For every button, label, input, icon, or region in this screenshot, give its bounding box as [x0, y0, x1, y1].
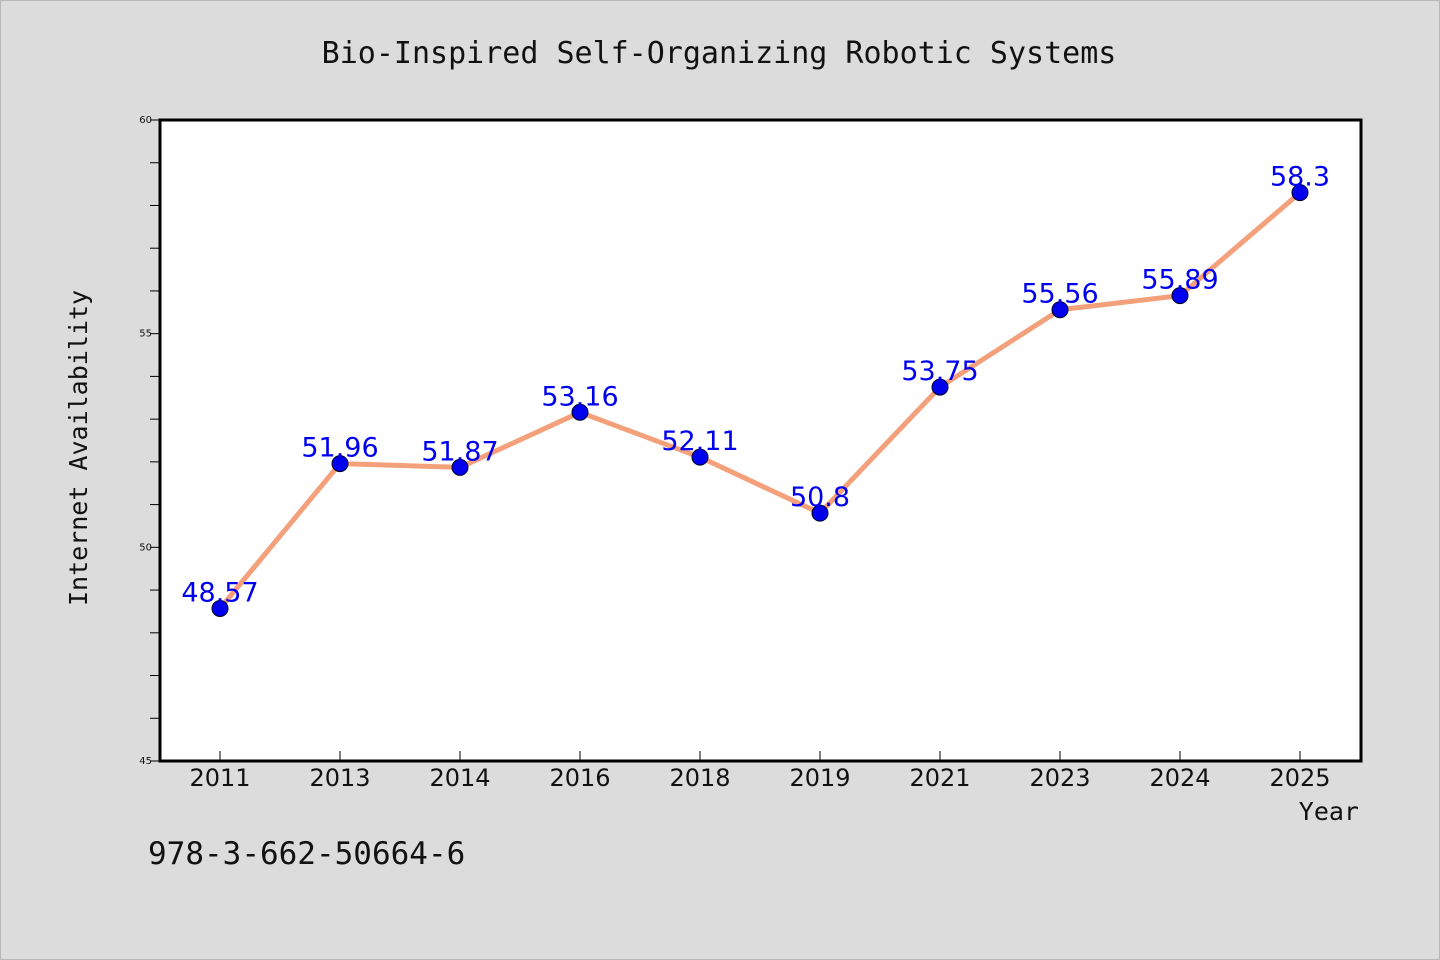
data-label: 58.3	[1270, 162, 1330, 193]
x-tick-label: 2011	[189, 764, 250, 792]
y-axis-label: Internet Availability	[64, 290, 93, 606]
data-point	[331, 455, 349, 473]
x-tick-label: 2019	[789, 764, 850, 792]
y-tick-label: 55	[139, 329, 152, 340]
x-tick-label: 2024	[1149, 764, 1210, 792]
y-axis: 45 50 55 60	[139, 115, 160, 767]
data-label: 52.11	[661, 426, 738, 457]
x-tick-label: 2021	[909, 764, 970, 792]
data-point	[691, 448, 709, 466]
x-tick-label: 2013	[309, 764, 370, 792]
data-label: 51.96	[301, 433, 378, 464]
data-point	[211, 599, 229, 617]
series-layer	[211, 184, 1309, 617]
data-label: 48.57	[181, 577, 258, 608]
data-label: 55.89	[1141, 265, 1218, 296]
plot-area	[158, 118, 1363, 763]
data-label: 51.87	[421, 436, 498, 467]
isbn-text: 978-3-662-50664-6	[148, 836, 465, 872]
y-tick-label: 50	[139, 542, 152, 553]
y-tick-label: 60	[139, 115, 152, 126]
data-point	[1051, 301, 1069, 319]
data-label: 53.16	[541, 381, 618, 412]
data-label: 50.8	[790, 482, 850, 513]
x-tick-label: 2014	[429, 764, 490, 792]
x-axis: 2011 2013 2014 2016 2018 2019 2021 2023 2024 2025	[189, 751, 1331, 792]
data-point	[1291, 184, 1309, 202]
data-point	[931, 378, 949, 396]
data-point	[451, 458, 469, 476]
data-label: 55.56	[1021, 279, 1098, 310]
x-axis-label: Year	[1299, 797, 1359, 826]
x-tick-label: 2023	[1029, 764, 1090, 792]
data-point	[811, 504, 829, 522]
x-tick-label: 2016	[549, 764, 610, 792]
y-tick-label: 45	[139, 756, 152, 767]
data-label: 53.75	[901, 356, 978, 387]
data-label-layer: 48.57 51.96 51.87 53.16 52.11 50.8 53.75 55.56 5…	[181, 162, 1330, 609]
data-point	[571, 403, 589, 421]
x-tick-label: 2025	[1269, 764, 1330, 792]
data-point	[1171, 287, 1189, 305]
chart-title: Bio-Inspired Self-Organizing Robotic Sys…	[322, 36, 1117, 71]
series-line	[217, 190, 1303, 611]
x-tick-label: 2018	[669, 764, 730, 792]
